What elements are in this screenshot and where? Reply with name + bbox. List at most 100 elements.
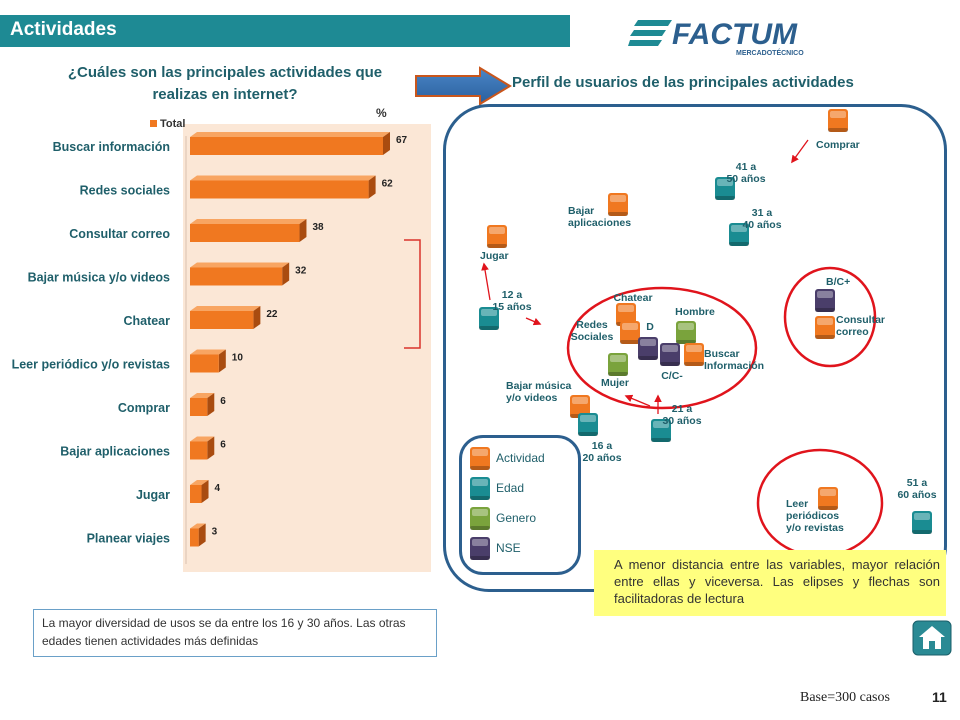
marker-shadow (651, 438, 671, 442)
marker-shadow (815, 308, 835, 312)
bar-side (368, 175, 376, 199)
bar-side (383, 132, 390, 155)
marker-shadow (470, 466, 490, 470)
point-label: B/C+ (826, 276, 850, 288)
bar-bajar-aplicaciones (190, 436, 215, 460)
marker-shine (472, 539, 488, 546)
point-label: 12 a 15 años (492, 289, 531, 313)
bar-top (190, 436, 215, 442)
category-label: Comprar (118, 401, 170, 415)
map-legend-frame (459, 435, 581, 575)
bar-planear-viajes (190, 523, 206, 547)
marker-shadow (818, 506, 838, 510)
logo-stripes-icon (628, 20, 672, 46)
point-label: C/C- (661, 370, 683, 382)
point-leer-periodicos-y-o-revistas: Leer periódicos y/o revistas (786, 487, 844, 534)
point-chatear: Chatear (613, 292, 653, 326)
marker-shine (830, 111, 846, 118)
marker-shine (580, 415, 596, 422)
category-label: Consultar correo (69, 227, 170, 241)
bar-top (190, 523, 206, 529)
legend-label: Genero (496, 511, 536, 525)
note-text: A menor distancia entre las variables, m… (614, 557, 940, 606)
marker-shadow (815, 335, 835, 339)
marker-body (729, 223, 749, 246)
bar-front (190, 137, 383, 155)
legend-swatch (150, 120, 157, 127)
point-hombre: Hombre (675, 306, 715, 344)
bar-side (198, 523, 206, 547)
category-label: Jugar (136, 488, 170, 502)
marker-actividad (487, 225, 507, 248)
marker-shine (817, 291, 833, 298)
marker-body (815, 316, 835, 339)
bar-front (190, 441, 208, 460)
point-mujer: Mujer (601, 353, 629, 389)
bar-front (190, 180, 369, 199)
point-jugar: Jugar (480, 225, 509, 262)
bar-side (207, 393, 215, 416)
marker-body (660, 343, 680, 366)
point-21-a-30-anos: 21 a 30 años (651, 403, 702, 442)
point-label: 16 a 20 años (582, 440, 621, 464)
marker-shadow (470, 496, 490, 500)
marker-body (620, 321, 640, 344)
point-label: D (646, 321, 654, 333)
value-label: 3 (212, 527, 218, 538)
header-bar (0, 15, 570, 47)
point-b-c: B/C+ (815, 276, 850, 312)
marker-shadow (715, 196, 735, 200)
bar-consultar-correo (190, 219, 307, 242)
point-d: D (638, 321, 658, 360)
bar-top (190, 175, 376, 181)
marker-shadow (684, 362, 704, 366)
marker-body (570, 395, 590, 418)
value-label: 10 (232, 353, 244, 364)
legend-item-genero: Genero (470, 507, 536, 530)
marker-shine (618, 305, 634, 312)
page-number: 11 (932, 689, 947, 705)
point-comprar: Comprar (816, 109, 860, 151)
bar-front (190, 398, 208, 416)
point-bajar-aplicaciones: Bajar aplicaciones (568, 193, 631, 229)
marker-shine (610, 355, 626, 362)
marker-nse (638, 337, 658, 360)
marker-edad (651, 419, 671, 442)
marker-body (608, 193, 628, 216)
bar-front (190, 224, 300, 242)
marker-body (578, 413, 598, 436)
category-label: Bajar música y/o videos (28, 271, 170, 285)
marker-body (470, 477, 490, 500)
legend: Total (150, 118, 185, 130)
marker-body (616, 303, 636, 326)
marker-shine (489, 227, 505, 234)
marker-body (818, 487, 838, 510)
marker-shadow (578, 432, 598, 436)
page-title: Actividades (10, 19, 117, 40)
logo-text: FACTUM (672, 18, 798, 51)
marker-shine (622, 323, 638, 330)
point-label: 21 a 30 años (662, 403, 701, 427)
marker-body (651, 419, 671, 442)
home-button[interactable] (912, 620, 952, 656)
activities-bar-chart: Total Buscar información 67 Redes sociales 6… (12, 118, 431, 572)
marker-shine (914, 513, 930, 520)
conclusion-text: La mayor diversidad de usos se da entre … (42, 616, 406, 648)
marker-genero (608, 353, 628, 376)
point-31-a-40-anos: 31 a 40 años (729, 207, 782, 246)
marker-edad (578, 413, 598, 436)
marker-shadow (828, 128, 848, 132)
point-bajar-musica-y-o-videos: Bajar música y/o videos (506, 380, 590, 418)
guide-arrow-2 (624, 394, 651, 407)
bar-top (190, 219, 307, 224)
value-label: 32 (295, 266, 307, 277)
bar-comprar (190, 393, 215, 416)
marker-shine (820, 489, 836, 496)
bar-side (299, 219, 307, 242)
cluster-ellipse-bc (783, 266, 877, 368)
right-arrow-icon (415, 66, 512, 106)
point-label: Leer periódicos y/o revistas (786, 498, 844, 534)
marker-shadow (620, 340, 640, 344)
chart-question-line1: ¿Cuáles son las principales actividades … (67, 64, 383, 81)
value-label: 67 (396, 135, 408, 146)
